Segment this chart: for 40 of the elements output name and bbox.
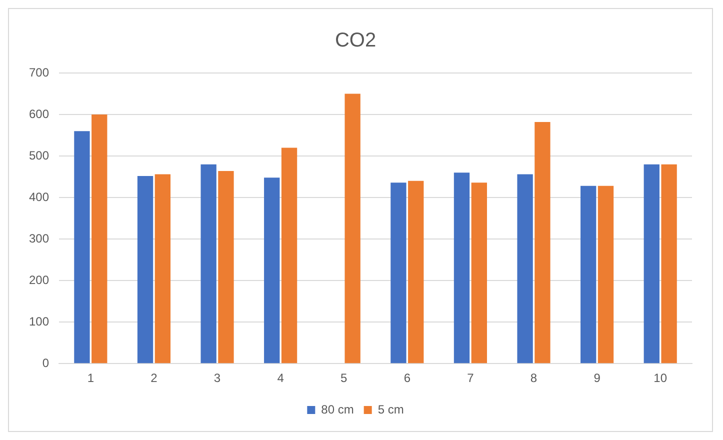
y-tick-label: 300 — [28, 231, 50, 246]
bar — [408, 180, 424, 364]
x-tick-label: 5 — [340, 371, 348, 386]
x-tick-label: 1 — [87, 371, 94, 386]
bar — [471, 182, 487, 364]
y-tick-label: 600 — [28, 106, 50, 121]
x-tick-label: 7 — [467, 371, 474, 386]
y-tick-label: 100 — [28, 314, 50, 328]
legend-label: 80 cm — [321, 402, 354, 416]
x-tick-label: 9 — [594, 371, 601, 386]
bar — [281, 148, 298, 364]
bar — [644, 164, 660, 364]
bar — [517, 174, 533, 364]
bar — [598, 186, 614, 364]
x-tick-label: 8 — [530, 371, 538, 386]
bar — [344, 94, 360, 364]
x-tick-label: 6 — [404, 371, 411, 386]
bar — [264, 178, 280, 364]
x-tick-label: 3 — [214, 371, 221, 386]
x-tick-label: 4 — [277, 371, 284, 386]
bar — [74, 131, 90, 364]
y-tick-label: 500 — [28, 148, 50, 162]
y-tick-label: 0 — [42, 356, 50, 370]
legend-label: 5 cm — [378, 402, 404, 416]
bar — [390, 182, 406, 364]
y-tick-label: 200 — [28, 272, 50, 287]
bar — [661, 164, 677, 364]
bar — [580, 186, 596, 364]
bar — [534, 122, 550, 364]
bar — [218, 170, 234, 364]
bar — [454, 172, 470, 364]
chart-title: CO2 — [334, 30, 376, 52]
bar — [200, 164, 216, 364]
bar — [154, 174, 171, 364]
x-tick-label: 2 — [150, 371, 158, 386]
y-tick-label: 400 — [28, 190, 50, 204]
bar — [137, 176, 154, 364]
bar — [92, 114, 108, 364]
x-tick-label: 10 — [654, 371, 668, 386]
y-tick-label: 700 — [28, 65, 50, 80]
